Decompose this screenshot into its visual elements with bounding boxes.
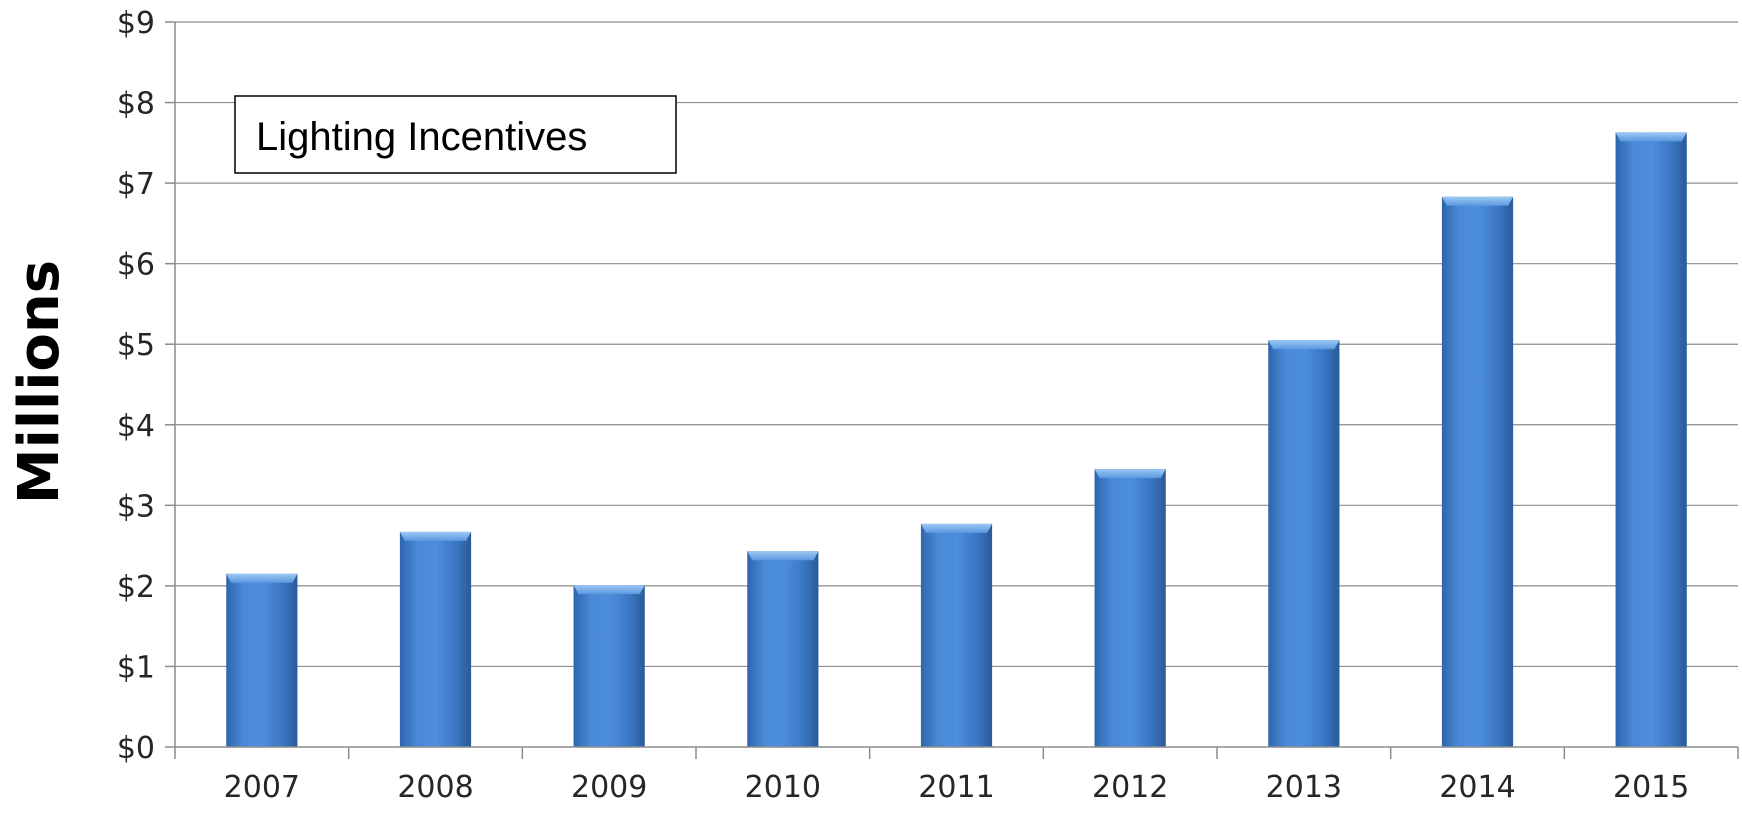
axes	[174, 22, 1738, 748]
bar-2009	[573, 585, 645, 747]
x-tick-label: 2009	[571, 770, 647, 805]
x-tick-label: 2007	[224, 770, 300, 805]
bar-cap	[1268, 340, 1340, 350]
bar-cap	[399, 531, 472, 541]
bar	[1441, 196, 1514, 748]
y-tick-label: $3	[117, 489, 155, 524]
bar-2008	[399, 531, 472, 747]
x-tick-label: 2013	[1266, 770, 1342, 805]
legend-label: Lighting Incentives	[256, 115, 587, 159]
bar	[399, 531, 472, 747]
y-tick-label: $5	[117, 328, 155, 363]
bar-cap	[920, 523, 993, 533]
legend: Lighting Incentives	[234, 95, 677, 174]
x-axis-ticks: 2007 2008 2009 2010 2011 2012 2013 2014 2015	[174, 747, 1739, 805]
x-tick-label: 2015	[1613, 770, 1689, 805]
bars	[226, 132, 1687, 748]
bar	[1268, 340, 1340, 747]
bar-cap	[1094, 469, 1166, 479]
bar-2013	[1268, 340, 1340, 747]
x-tick-label: 2014	[1439, 770, 1515, 805]
y-tick-label: $0	[117, 731, 155, 766]
bar	[226, 573, 298, 747]
bar	[1615, 132, 1687, 748]
x-tick-label: 2008	[397, 770, 473, 805]
y-tick-label: $4	[117, 409, 155, 444]
y-tick-label: $9	[117, 6, 155, 41]
bar-2012	[1094, 469, 1166, 747]
bar	[573, 585, 645, 747]
x-tick-label: 2012	[1092, 770, 1168, 805]
bar-2014	[1441, 196, 1514, 748]
bar-cap	[226, 573, 298, 583]
bar-2015	[1615, 132, 1687, 748]
bar-cap	[1441, 196, 1514, 206]
bar	[920, 523, 993, 747]
y-tick-label: $1	[117, 650, 155, 685]
bar	[747, 551, 819, 747]
bar-cap	[1615, 132, 1687, 142]
y-tick-label: $2	[117, 570, 155, 605]
bar-cap	[573, 585, 645, 595]
y-axis-ticks: $0 $1 $2 $3 $4 $5 $6 $7 $8 $9	[117, 6, 175, 766]
bar-cap	[747, 551, 819, 561]
legend-box	[234, 95, 677, 174]
y-tick-label: $6	[117, 248, 155, 283]
bar	[1094, 469, 1166, 747]
y-axis-label: Millions	[7, 260, 72, 504]
y-tick-label: $8	[117, 87, 155, 122]
y-tick-label: $7	[117, 167, 155, 202]
bar-2007	[226, 573, 298, 747]
x-tick-label: 2011	[918, 770, 994, 805]
x-tick-label: 2010	[745, 770, 821, 805]
bar-2010	[747, 551, 819, 747]
bar-2011	[920, 523, 993, 747]
